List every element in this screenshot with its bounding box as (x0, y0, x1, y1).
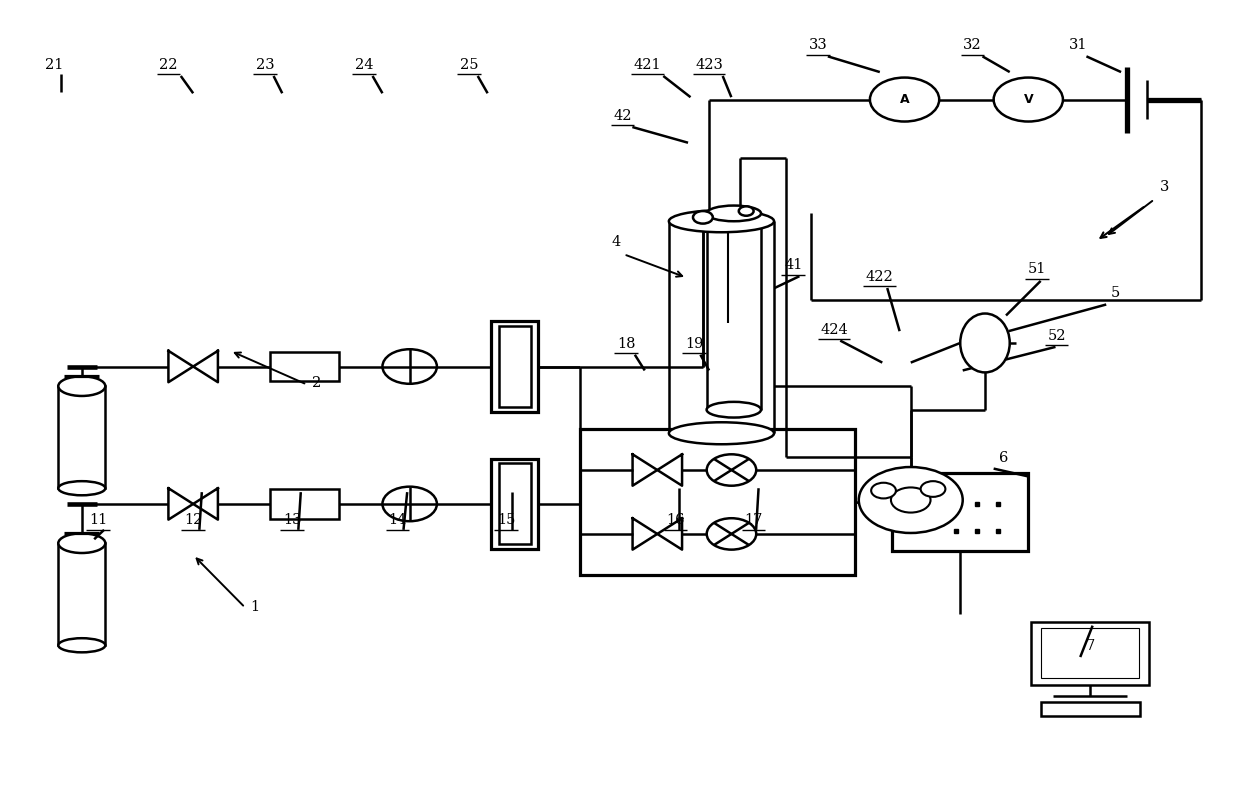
Text: 11: 11 (89, 514, 107, 527)
Text: 13: 13 (283, 514, 301, 527)
Circle shape (382, 487, 436, 521)
Bar (491, 459, 538, 549)
Bar (1032, 622, 1149, 685)
Bar (498, 463, 531, 545)
Circle shape (993, 77, 1063, 121)
Text: 52: 52 (1048, 329, 1066, 343)
Text: 42: 42 (614, 109, 631, 123)
Bar (58, 386, 105, 489)
Ellipse shape (58, 533, 105, 553)
Text: 33: 33 (808, 39, 827, 53)
Bar (498, 326, 531, 407)
Text: A: A (900, 93, 909, 106)
Bar (893, 473, 1028, 551)
Ellipse shape (58, 481, 105, 496)
Circle shape (859, 467, 962, 533)
Bar (580, 429, 856, 574)
Circle shape (707, 519, 756, 550)
Text: 41: 41 (784, 258, 802, 273)
Ellipse shape (960, 314, 1009, 373)
Circle shape (892, 488, 930, 512)
Ellipse shape (668, 210, 774, 232)
Text: 24: 24 (355, 58, 373, 72)
Bar (491, 322, 538, 411)
Text: 2: 2 (312, 376, 321, 390)
Text: 5: 5 (1110, 286, 1120, 299)
Ellipse shape (707, 402, 761, 418)
Bar (270, 351, 339, 381)
Text: 4: 4 (611, 235, 621, 249)
Text: 422: 422 (866, 270, 894, 284)
Text: 7: 7 (1085, 639, 1095, 653)
Ellipse shape (58, 638, 105, 652)
Text: 423: 423 (696, 58, 723, 72)
Circle shape (739, 206, 754, 216)
Text: 21: 21 (46, 58, 63, 72)
Text: 22: 22 (159, 58, 177, 72)
Circle shape (870, 77, 939, 121)
Ellipse shape (707, 206, 761, 221)
Ellipse shape (668, 422, 774, 444)
Circle shape (910, 502, 942, 522)
Text: 6: 6 (999, 451, 1008, 465)
Text: 14: 14 (388, 514, 407, 527)
Text: 15: 15 (497, 514, 516, 527)
Text: 32: 32 (963, 39, 982, 53)
Text: 424: 424 (820, 322, 848, 336)
Circle shape (920, 481, 945, 497)
Circle shape (872, 483, 897, 499)
Ellipse shape (58, 377, 105, 396)
Circle shape (707, 455, 756, 485)
Circle shape (693, 211, 713, 224)
Text: V: V (1023, 93, 1033, 106)
Text: 16: 16 (666, 514, 684, 527)
Bar (1040, 702, 1140, 716)
Text: 3: 3 (1159, 180, 1169, 194)
Bar (270, 489, 339, 519)
Bar (58, 543, 105, 645)
Text: 23: 23 (255, 58, 274, 72)
Text: 19: 19 (684, 336, 703, 351)
Text: 25: 25 (460, 58, 479, 72)
Text: 421: 421 (634, 58, 661, 72)
Bar (1042, 628, 1140, 678)
Circle shape (382, 349, 436, 384)
Text: 18: 18 (618, 336, 635, 351)
Text: 31: 31 (1069, 39, 1087, 53)
Text: 17: 17 (744, 514, 763, 527)
Text: 51: 51 (1028, 262, 1047, 277)
Text: 12: 12 (184, 514, 202, 527)
Text: 1: 1 (250, 600, 259, 614)
